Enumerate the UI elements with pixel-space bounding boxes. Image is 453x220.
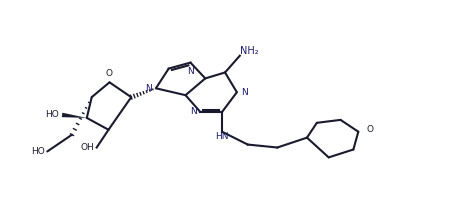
Text: N: N — [191, 108, 198, 116]
Text: O: O — [366, 125, 373, 134]
Text: O: O — [106, 69, 113, 78]
Text: N: N — [241, 88, 248, 97]
Text: NH₂: NH₂ — [240, 46, 259, 56]
Text: HO: HO — [32, 147, 45, 156]
Text: N: N — [187, 67, 194, 75]
Polygon shape — [62, 113, 87, 118]
Text: OH: OH — [81, 143, 95, 152]
Text: HO: HO — [45, 110, 59, 119]
Text: N: N — [145, 84, 152, 93]
Text: HN: HN — [215, 132, 229, 141]
